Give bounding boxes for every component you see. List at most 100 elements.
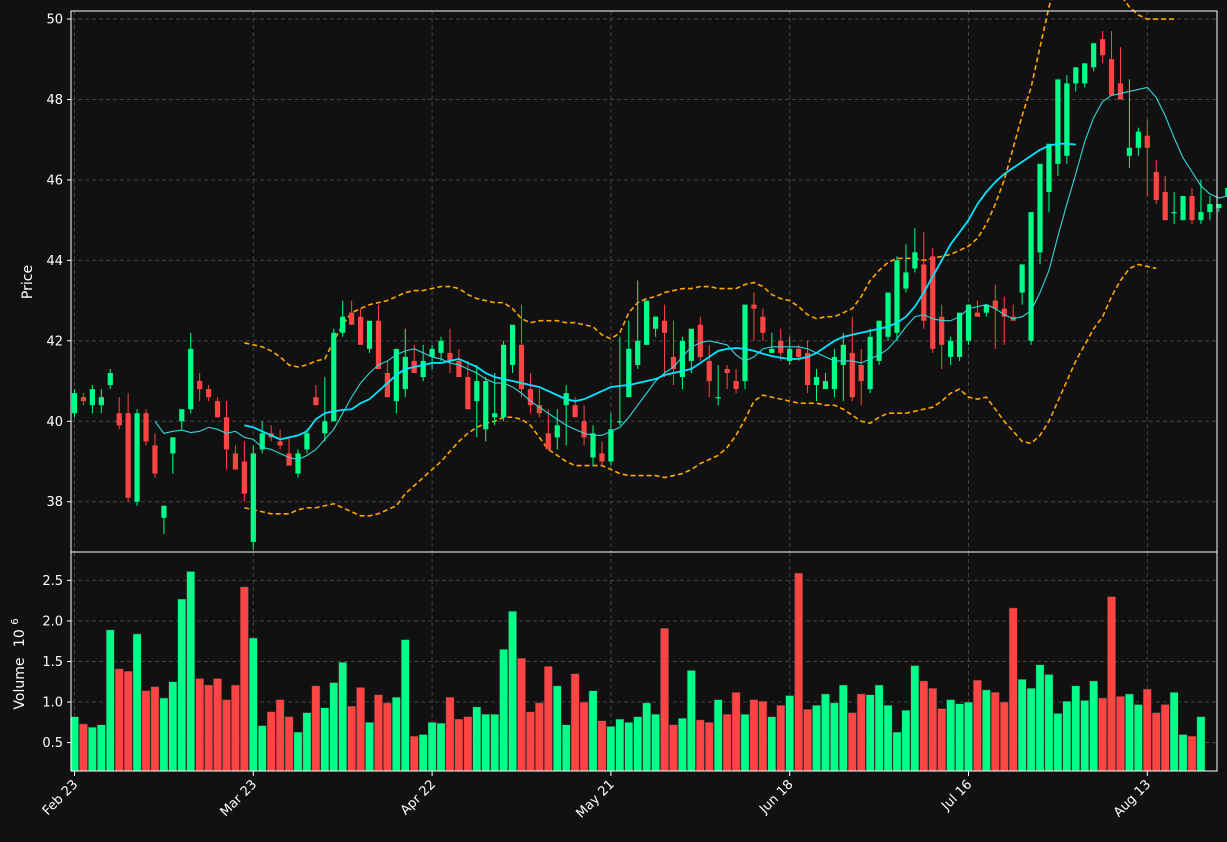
- candle-body: [1207, 204, 1213, 213]
- candle-body: [107, 373, 113, 386]
- volume-bar: [1080, 700, 1090, 772]
- volume-bar: [275, 699, 285, 772]
- volume-bar: [150, 686, 160, 772]
- volume-bar: [1026, 688, 1036, 772]
- volume-bar: [1178, 734, 1188, 772]
- volume-tick-label: 1.5: [42, 655, 63, 670]
- volume-bar: [508, 610, 517, 772]
- candle: [858, 348, 864, 406]
- candle-body: [894, 260, 900, 333]
- volume-bar: [293, 731, 303, 772]
- volume-bar: [1008, 607, 1018, 772]
- candle: [1189, 187, 1195, 225]
- volume-bar: [1071, 685, 1081, 772]
- candle: [1108, 31, 1115, 96]
- volume-bar: [427, 722, 437, 772]
- candle: [125, 393, 131, 502]
- volume-bar: [526, 711, 535, 772]
- candle: [313, 385, 319, 406]
- volume-bar: [1160, 704, 1170, 772]
- price-tick-label: 48: [46, 93, 63, 108]
- candle: [340, 300, 346, 337]
- volume-bar: [856, 693, 866, 772]
- candle: [599, 441, 605, 466]
- candle: [518, 304, 525, 398]
- candle-body: [340, 316, 346, 333]
- volume-panel-frame: [70, 551, 1218, 772]
- volume-bar: [695, 719, 705, 772]
- volume-bar: [785, 695, 795, 772]
- candle-body: [1019, 264, 1025, 293]
- candle: [161, 505, 167, 534]
- volume-bar: [222, 699, 231, 772]
- volume-tick-label: 2.0: [42, 614, 63, 629]
- volume-bar: [96, 724, 106, 772]
- candle: [554, 409, 560, 450]
- volume-bar: [195, 678, 205, 772]
- volume-bar: [383, 702, 392, 772]
- candle-body: [688, 328, 694, 361]
- candle-body: [939, 316, 945, 345]
- price-panel: 38 40 42 44 46 48 50 Price: [20, 0, 1227, 553]
- candle: [1046, 143, 1052, 213]
- candle: [661, 304, 668, 378]
- candle: [1225, 187, 1227, 197]
- candle-body: [518, 344, 525, 390]
- volume-bar: [1107, 596, 1116, 772]
- candle: [787, 336, 793, 365]
- candle-body: [1135, 131, 1141, 148]
- volume-bar: [642, 702, 652, 772]
- candle-body: [1108, 59, 1115, 96]
- volume-bar: [937, 708, 947, 772]
- candle-body: [804, 352, 811, 386]
- candle: [769, 332, 775, 353]
- candle-body: [465, 377, 471, 410]
- candle: [867, 328, 873, 394]
- volume-bar: [266, 711, 276, 772]
- volume-bar: [651, 713, 660, 772]
- volume-bar: [794, 572, 803, 772]
- candle-body: [706, 360, 712, 382]
- volume-bar: [213, 678, 222, 772]
- candle-body: [948, 340, 954, 357]
- candle-body: [1189, 196, 1195, 221]
- candle-body: [357, 316, 364, 345]
- candle: [581, 405, 587, 446]
- candle: [259, 421, 265, 454]
- candle-body: [670, 356, 677, 369]
- candle-body: [992, 300, 998, 309]
- candle-body: [974, 312, 981, 317]
- candle: [885, 292, 891, 341]
- candle-body: [1100, 39, 1106, 56]
- candle: [366, 320, 373, 353]
- volume-bar: [141, 690, 151, 772]
- candle-body: [125, 413, 131, 498]
- candle-body: [438, 340, 444, 353]
- volume-bar: [812, 705, 821, 772]
- candle-body: [1171, 212, 1177, 214]
- candle-body: [1225, 187, 1227, 197]
- candle: [742, 304, 748, 390]
- candle: [143, 409, 149, 446]
- candle: [992, 284, 998, 349]
- candle: [179, 409, 185, 430]
- candle: [501, 340, 507, 422]
- candle-body: [259, 433, 265, 450]
- candle-body: [912, 252, 918, 269]
- candle-body: [1180, 196, 1186, 221]
- volume-bar: [570, 673, 580, 772]
- volume-bar: [1053, 713, 1063, 772]
- candle-body: [179, 409, 185, 422]
- candle-body: [867, 336, 873, 390]
- candle: [1144, 119, 1150, 197]
- candle-body: [250, 453, 256, 542]
- candle-body: [554, 425, 560, 438]
- candle-body: [1216, 204, 1222, 209]
- candle: [1162, 175, 1168, 221]
- volume-bar: [865, 694, 875, 772]
- candle-body: [733, 381, 739, 390]
- candle-body: [375, 320, 382, 369]
- price-y-ticks: 38 40 42 44 46 48 50: [46, 13, 71, 510]
- candle-body: [501, 344, 507, 418]
- candle-body: [152, 445, 158, 474]
